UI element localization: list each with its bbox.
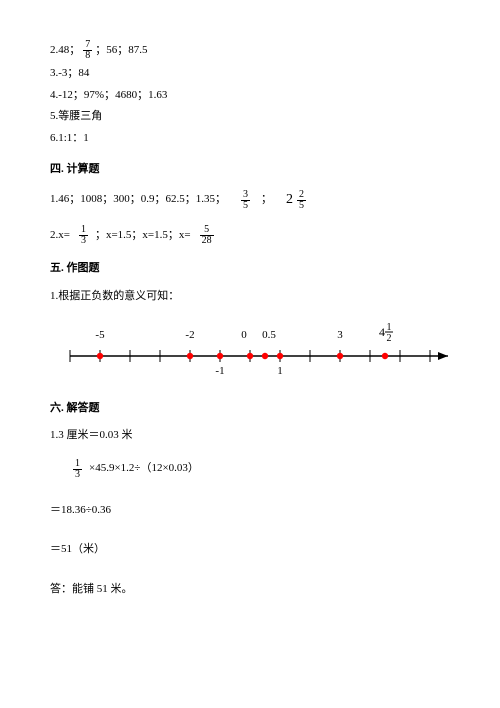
sec4-line-2: 2.x= 1 3 ；x=1.5；x=1.5；x= 5 28: [50, 225, 450, 246]
answers-line-3: 3.-3；84: [50, 65, 450, 83]
text: ×45.9×1.2÷（12×0.03）: [89, 460, 199, 478]
svg-text:2: 2: [387, 333, 392, 344]
svg-text:-5: -5: [95, 329, 105, 341]
section-4-title: 四. 计算题: [50, 161, 450, 179]
svg-text:3: 3: [337, 329, 343, 341]
answers-line-6: 6.1:1：1: [50, 130, 450, 148]
sec6-line-4: ＝51（米）: [50, 541, 450, 559]
answers-line-4: 4.-12；97%；4680；1.63: [50, 87, 450, 105]
svg-text:-2: -2: [185, 329, 194, 341]
sec4-line-1: 1.46；1008；300；0.9；62.5；1.35； 3 5 ； 2 2 5: [50, 189, 450, 211]
fraction-1-3: 1 3: [73, 459, 82, 480]
text: 1.46；1008；300；0.9；62.5；1.35；: [50, 191, 226, 209]
text: ；56；87.5: [95, 42, 147, 60]
text: 2.x=: [50, 227, 70, 245]
sec6-line-2: 1 3 ×45.9×1.2÷（12×0.03）: [50, 459, 450, 480]
mixed-2-2-5: 2 2 5: [286, 189, 309, 211]
fraction-7-8: 7 8: [83, 40, 92, 61]
svg-text:0.5: 0.5: [262, 329, 276, 341]
section-6-title: 六. 解答题: [50, 400, 450, 418]
svg-text:4: 4: [379, 325, 385, 339]
svg-text:-1: -1: [215, 365, 224, 377]
text: 2.48；: [50, 42, 80, 60]
number-line: -5-2-100.513412: [50, 316, 450, 386]
section-5-title: 五. 作图题: [50, 260, 450, 278]
answers-line-2: 2.48； 7 8 ；56；87.5: [50, 40, 450, 61]
fraction-1-3: 1 3: [79, 225, 88, 246]
text: ；x=1.5；x=1.5；x=: [95, 227, 191, 245]
svg-text:0: 0: [241, 329, 247, 341]
text: ；: [261, 191, 272, 209]
sec6-line-1: 1.3 厘米＝0.03 米: [50, 427, 450, 445]
svg-text:1: 1: [277, 365, 283, 377]
sec6-line-5: 答：能铺 51 米。: [50, 581, 450, 599]
svg-text:1: 1: [387, 322, 392, 333]
sec6-line-3: ＝18.36÷0.36: [50, 502, 450, 520]
fraction-3-5: 3 5: [241, 190, 250, 211]
fraction-5-28: 5 28: [200, 225, 214, 246]
answers-line-5: 5.等腰三角: [50, 108, 450, 126]
sec5-line-1: 1.根据正负数的意义可知：: [50, 288, 450, 306]
